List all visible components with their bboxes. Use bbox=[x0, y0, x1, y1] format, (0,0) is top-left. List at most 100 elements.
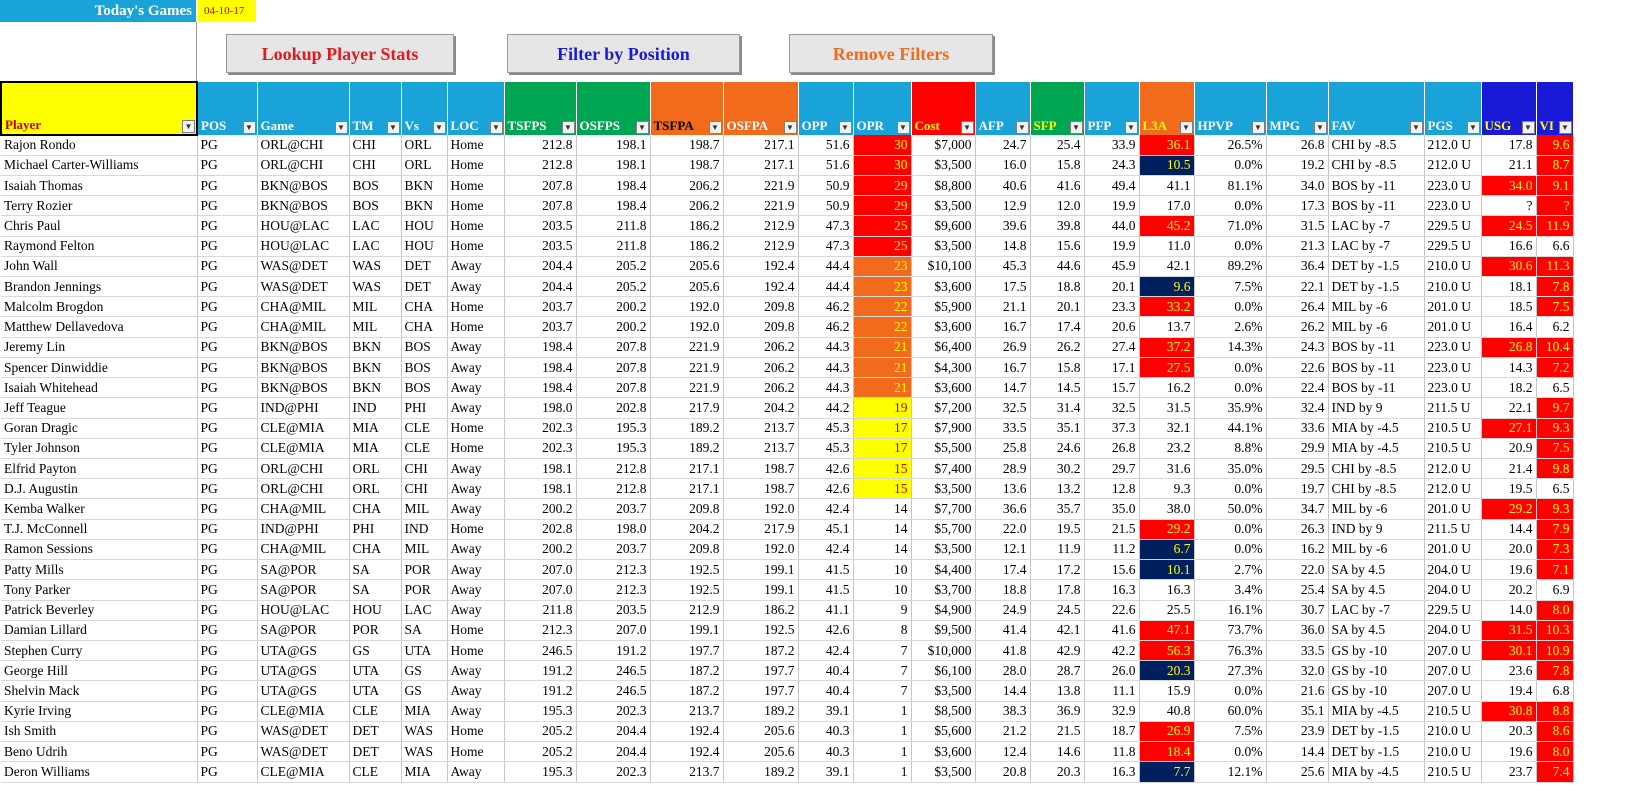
cell-osfps[interactable]: 212.3 bbox=[576, 579, 651, 601]
cell-l3a[interactable]: 16.3 bbox=[1139, 579, 1195, 601]
cell-l3a[interactable]: 7.7 bbox=[1139, 761, 1195, 783]
cell-player[interactable]: Damian Lillard bbox=[1, 620, 198, 641]
cell-mpg[interactable]: 16.2 bbox=[1266, 539, 1329, 561]
cell-game[interactable]: WAS@DET bbox=[257, 741, 350, 763]
cell-sfp[interactable]: 15.8 bbox=[1030, 155, 1085, 176]
cell-vs[interactable]: HOU bbox=[401, 236, 448, 257]
cell-tsfpa[interactable]: 198.7 bbox=[650, 155, 724, 176]
cell-usg[interactable]: 31.5 bbox=[1481, 620, 1537, 641]
filter-dropdown-icon[interactable]: ▼ bbox=[1251, 121, 1265, 134]
cell-pgs[interactable]: 223.0 U bbox=[1424, 337, 1482, 358]
cell-tsfpa[interactable]: 204.2 bbox=[650, 519, 724, 540]
cell-pgs[interactable]: 201.0 U bbox=[1424, 498, 1482, 520]
cell-osfpa[interactable]: 189.2 bbox=[723, 701, 799, 722]
cell-game[interactable]: UTA@GS bbox=[257, 660, 350, 682]
cell-osfpa[interactable]: 221.9 bbox=[723, 175, 799, 197]
cell-sfp[interactable]: 42.1 bbox=[1030, 620, 1085, 641]
cell-tsfps[interactable]: 191.2 bbox=[504, 680, 577, 702]
cell-tm[interactable]: DET bbox=[349, 741, 402, 763]
cell-sfp[interactable]: 26.2 bbox=[1030, 337, 1085, 358]
cell-osfps[interactable]: 207.8 bbox=[576, 377, 651, 399]
cell-osfpa[interactable]: 197.7 bbox=[723, 680, 799, 702]
cell-vs[interactable]: MIL bbox=[401, 498, 448, 520]
cell-fav[interactable]: DET by -1.5 bbox=[1328, 276, 1425, 298]
cell-tm[interactable]: IND bbox=[349, 397, 402, 419]
cell-tsfpa[interactable]: 192.0 bbox=[650, 296, 724, 318]
cell-hpvp[interactable]: 2.6% bbox=[1194, 316, 1267, 338]
cell-hpvp[interactable]: 16.1% bbox=[1194, 600, 1267, 621]
cell-game[interactable]: CHA@MIL bbox=[257, 539, 350, 561]
cell-vs[interactable]: ORL bbox=[401, 155, 448, 176]
cell-l3a[interactable]: 15.9 bbox=[1139, 680, 1195, 702]
cell-pfp[interactable]: 23.3 bbox=[1084, 296, 1140, 318]
cell-pos[interactable]: PG bbox=[197, 337, 258, 358]
cell-afp[interactable]: 38.3 bbox=[975, 701, 1031, 722]
cell-pfp[interactable]: 22.6 bbox=[1084, 600, 1140, 621]
table-row[interactable]: Patty Mills PG SA@POR SA POR Away 207.0 212.3 19… bbox=[1, 559, 1574, 581]
cell-tm[interactable]: BOS bbox=[349, 195, 402, 217]
cell-sfp[interactable]: 35.7 bbox=[1030, 498, 1085, 520]
cell-opp[interactable]: 46.2 bbox=[798, 296, 854, 318]
cell-l3a[interactable]: 23.2 bbox=[1139, 438, 1195, 460]
cell-opp[interactable]: 39.1 bbox=[798, 761, 854, 783]
cell-sfp[interactable]: 31.4 bbox=[1030, 397, 1085, 419]
cell-pgs[interactable]: 212.0 U bbox=[1424, 155, 1482, 176]
table-row[interactable]: Isaiah Whitehead PG BKN@BOS BKN BOS Away 198.4… bbox=[1, 377, 1574, 399]
cell-loc[interactable]: Home bbox=[447, 215, 505, 237]
cell-loc[interactable]: Home bbox=[447, 418, 505, 439]
cell-tsfps[interactable]: 202.8 bbox=[504, 519, 577, 540]
cell-tsfps[interactable]: 207.8 bbox=[504, 195, 577, 217]
cell-sfp[interactable]: 14.5 bbox=[1030, 377, 1085, 399]
cell-tsfps[interactable]: 198.1 bbox=[504, 478, 577, 500]
cell-pgs[interactable]: 223.0 U bbox=[1424, 195, 1482, 217]
cell-pos[interactable]: PG bbox=[197, 357, 258, 379]
cell-afp[interactable]: 28.9 bbox=[975, 458, 1031, 480]
cell-tm[interactable]: CLE bbox=[349, 701, 402, 722]
cell-vi[interactable]: 6.6 bbox=[1536, 236, 1574, 257]
cell-tsfps[interactable]: 207.8 bbox=[504, 175, 577, 197]
cell-usg[interactable]: 19.6 bbox=[1481, 741, 1537, 763]
cell-tsfpa[interactable]: 205.6 bbox=[650, 276, 724, 298]
cell-osfpa[interactable]: 197.7 bbox=[723, 660, 799, 682]
table-row[interactable]: Jeremy Lin PG BKN@BOS BKN BOS Away 198.4 207.8 2… bbox=[1, 337, 1574, 358]
cell-hpvp[interactable]: 2.7% bbox=[1194, 559, 1267, 581]
cell-mpg[interactable]: 25.4 bbox=[1266, 579, 1329, 601]
cell-pgs[interactable]: 212.0 U bbox=[1424, 458, 1482, 480]
cell-osfps[interactable]: 205.2 bbox=[576, 256, 651, 278]
cell-opp[interactable]: 51.6 bbox=[798, 155, 854, 176]
cell-tsfps[interactable]: 198.0 bbox=[504, 397, 577, 419]
cell-cost[interactable]: $10,000 bbox=[911, 640, 976, 662]
cell-opr[interactable]: 1 bbox=[853, 741, 912, 763]
cell-pfp[interactable]: 24.3 bbox=[1084, 155, 1140, 176]
cell-osfps[interactable]: 204.4 bbox=[576, 741, 651, 763]
cell-loc[interactable]: Away bbox=[447, 256, 505, 278]
cell-afp[interactable]: 24.7 bbox=[975, 135, 1031, 156]
cell-pos[interactable]: PG bbox=[197, 579, 258, 601]
cell-opp[interactable]: 41.1 bbox=[798, 600, 854, 621]
cell-mpg[interactable]: 21.3 bbox=[1266, 236, 1329, 257]
cell-vs[interactable]: IND bbox=[401, 519, 448, 540]
cell-afp[interactable]: 39.6 bbox=[975, 215, 1031, 237]
cell-loc[interactable]: Away bbox=[447, 559, 505, 581]
cell-opr[interactable]: 29 bbox=[853, 195, 912, 217]
cell-tm[interactable]: CHI bbox=[349, 135, 402, 156]
cell-osfpa[interactable]: 206.2 bbox=[723, 377, 799, 399]
cell-afp[interactable]: 16.7 bbox=[975, 316, 1031, 338]
cell-fav[interactable]: CHI by -8.5 bbox=[1328, 155, 1425, 176]
cell-fav[interactable]: DET by -1.5 bbox=[1328, 256, 1425, 278]
cell-tsfps[interactable]: 203.7 bbox=[504, 296, 577, 318]
cell-pfp[interactable]: 11.8 bbox=[1084, 741, 1140, 763]
cell-pgs[interactable]: 210.5 U bbox=[1424, 438, 1482, 460]
cell-tm[interactable]: UTA bbox=[349, 660, 402, 682]
cell-l3a[interactable]: 6.7 bbox=[1139, 539, 1195, 561]
cell-vs[interactable]: DET bbox=[401, 276, 448, 298]
cell-sfp[interactable]: 41.6 bbox=[1030, 175, 1085, 197]
cell-loc[interactable]: Home bbox=[447, 620, 505, 641]
cell-sfp[interactable]: 18.8 bbox=[1030, 276, 1085, 298]
cell-l3a[interactable]: 56.3 bbox=[1139, 640, 1195, 662]
cell-vi[interactable]: 8.6 bbox=[1536, 721, 1574, 743]
cell-opp[interactable]: 45.1 bbox=[798, 519, 854, 540]
cell-vi[interactable]: 6.5 bbox=[1536, 478, 1574, 500]
cell-game[interactable]: ORL@CHI bbox=[257, 458, 350, 480]
cell-pgs[interactable]: 210.0 U bbox=[1424, 741, 1482, 763]
